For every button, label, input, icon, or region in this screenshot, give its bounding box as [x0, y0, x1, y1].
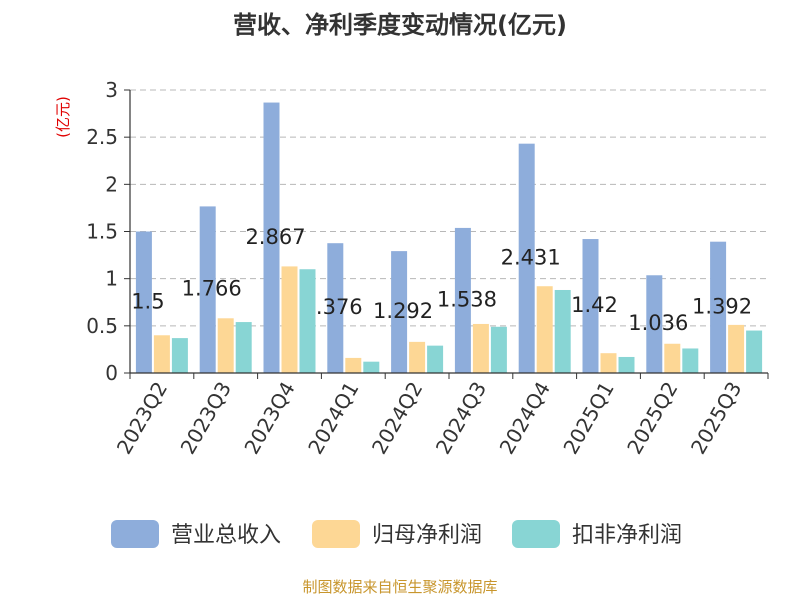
- bar-revenue: [391, 251, 408, 373]
- data-label: 1.5: [131, 289, 164, 313]
- data-label: 1.292: [373, 299, 433, 323]
- y-tick-label: 2.5: [86, 125, 118, 149]
- x-tick-label: 2025Q2: [622, 378, 682, 459]
- bar-deducted-net-profit: [171, 338, 188, 373]
- bar-revenue: [518, 143, 535, 373]
- bar-net-profit: [472, 323, 489, 373]
- bar-revenue: [263, 102, 280, 374]
- y-tick-label: 0.5: [86, 314, 118, 338]
- bar-net-profit: [728, 324, 745, 373]
- x-tick-label: 2023Q4: [239, 378, 299, 459]
- x-tick-label: 2025Q3: [686, 378, 746, 459]
- x-tick-label: 2024Q1: [303, 378, 363, 459]
- legend-label: 营业总收入: [171, 523, 281, 548]
- bar-deducted-net-profit: [554, 289, 571, 373]
- bar-revenue: [135, 231, 152, 373]
- x-tick-label: 2024Q2: [367, 378, 427, 459]
- y-tick-label: 1: [105, 267, 118, 291]
- x-tick-label: 2024Q4: [495, 378, 555, 459]
- bar-deducted-net-profit: [682, 348, 699, 373]
- bar-deducted-net-profit: [427, 345, 444, 373]
- y-tick-label: 2: [105, 172, 118, 196]
- legend-swatch: [111, 520, 159, 548]
- legend-swatch: [512, 520, 560, 548]
- bar-net-profit: [153, 335, 170, 373]
- y-tick-label: 0: [105, 361, 118, 385]
- bar-revenue: [199, 206, 216, 373]
- x-tick-label: 2025Q1: [558, 378, 618, 459]
- data-label: 2.431: [501, 245, 561, 269]
- data-label: 1.392: [692, 294, 752, 318]
- legend-label: 归母净利润: [372, 523, 482, 548]
- bar-net-profit: [536, 286, 553, 373]
- data-label: 1.766: [182, 277, 242, 301]
- x-tick-label: 2023Q2: [112, 378, 172, 459]
- bar-deducted-net-profit: [363, 361, 380, 373]
- y-tick-label: 3: [105, 78, 118, 102]
- bar-net-profit: [664, 343, 681, 373]
- bar-revenue: [454, 227, 471, 373]
- bar-net-profit: [600, 353, 617, 373]
- bar-revenue: [582, 239, 599, 373]
- bar-deducted-net-profit: [235, 322, 252, 373]
- data-label: .376: [316, 295, 363, 319]
- chart-title: 营收、净利季度变动情况(亿元): [233, 11, 567, 39]
- data-label: 2.867: [245, 225, 305, 249]
- y-axis-unit: (亿元): [54, 96, 72, 138]
- bar-net-profit: [345, 357, 362, 373]
- bar-deducted-net-profit: [618, 356, 635, 373]
- bars: [135, 102, 763, 374]
- bar-deducted-net-profit: [490, 326, 507, 373]
- legend-label: 扣非净利润: [572, 523, 682, 548]
- bar-net-profit: [409, 341, 426, 373]
- legend: 营业总收入 归母净利润 扣非净利润: [111, 520, 682, 548]
- data-label: 1.036: [628, 311, 688, 335]
- source-note: 制图数据来自恒生聚源数据库: [302, 578, 497, 596]
- bar-revenue: [646, 275, 663, 373]
- bar-net-profit: [217, 318, 234, 373]
- data-label: 1.42: [571, 293, 618, 317]
- bar-revenue: [710, 241, 727, 373]
- bar-net-profit: [281, 266, 298, 373]
- bar-revenue: [327, 243, 344, 373]
- bar-deducted-net-profit: [746, 330, 763, 373]
- legend-swatch: [312, 520, 360, 548]
- bar-deducted-net-profit: [299, 269, 316, 373]
- data-label: 1.538: [437, 287, 497, 311]
- x-tick-label: 2023Q3: [176, 378, 236, 459]
- x-tick-label: 2024Q3: [431, 378, 491, 459]
- y-tick-label: 1.5: [86, 220, 118, 244]
